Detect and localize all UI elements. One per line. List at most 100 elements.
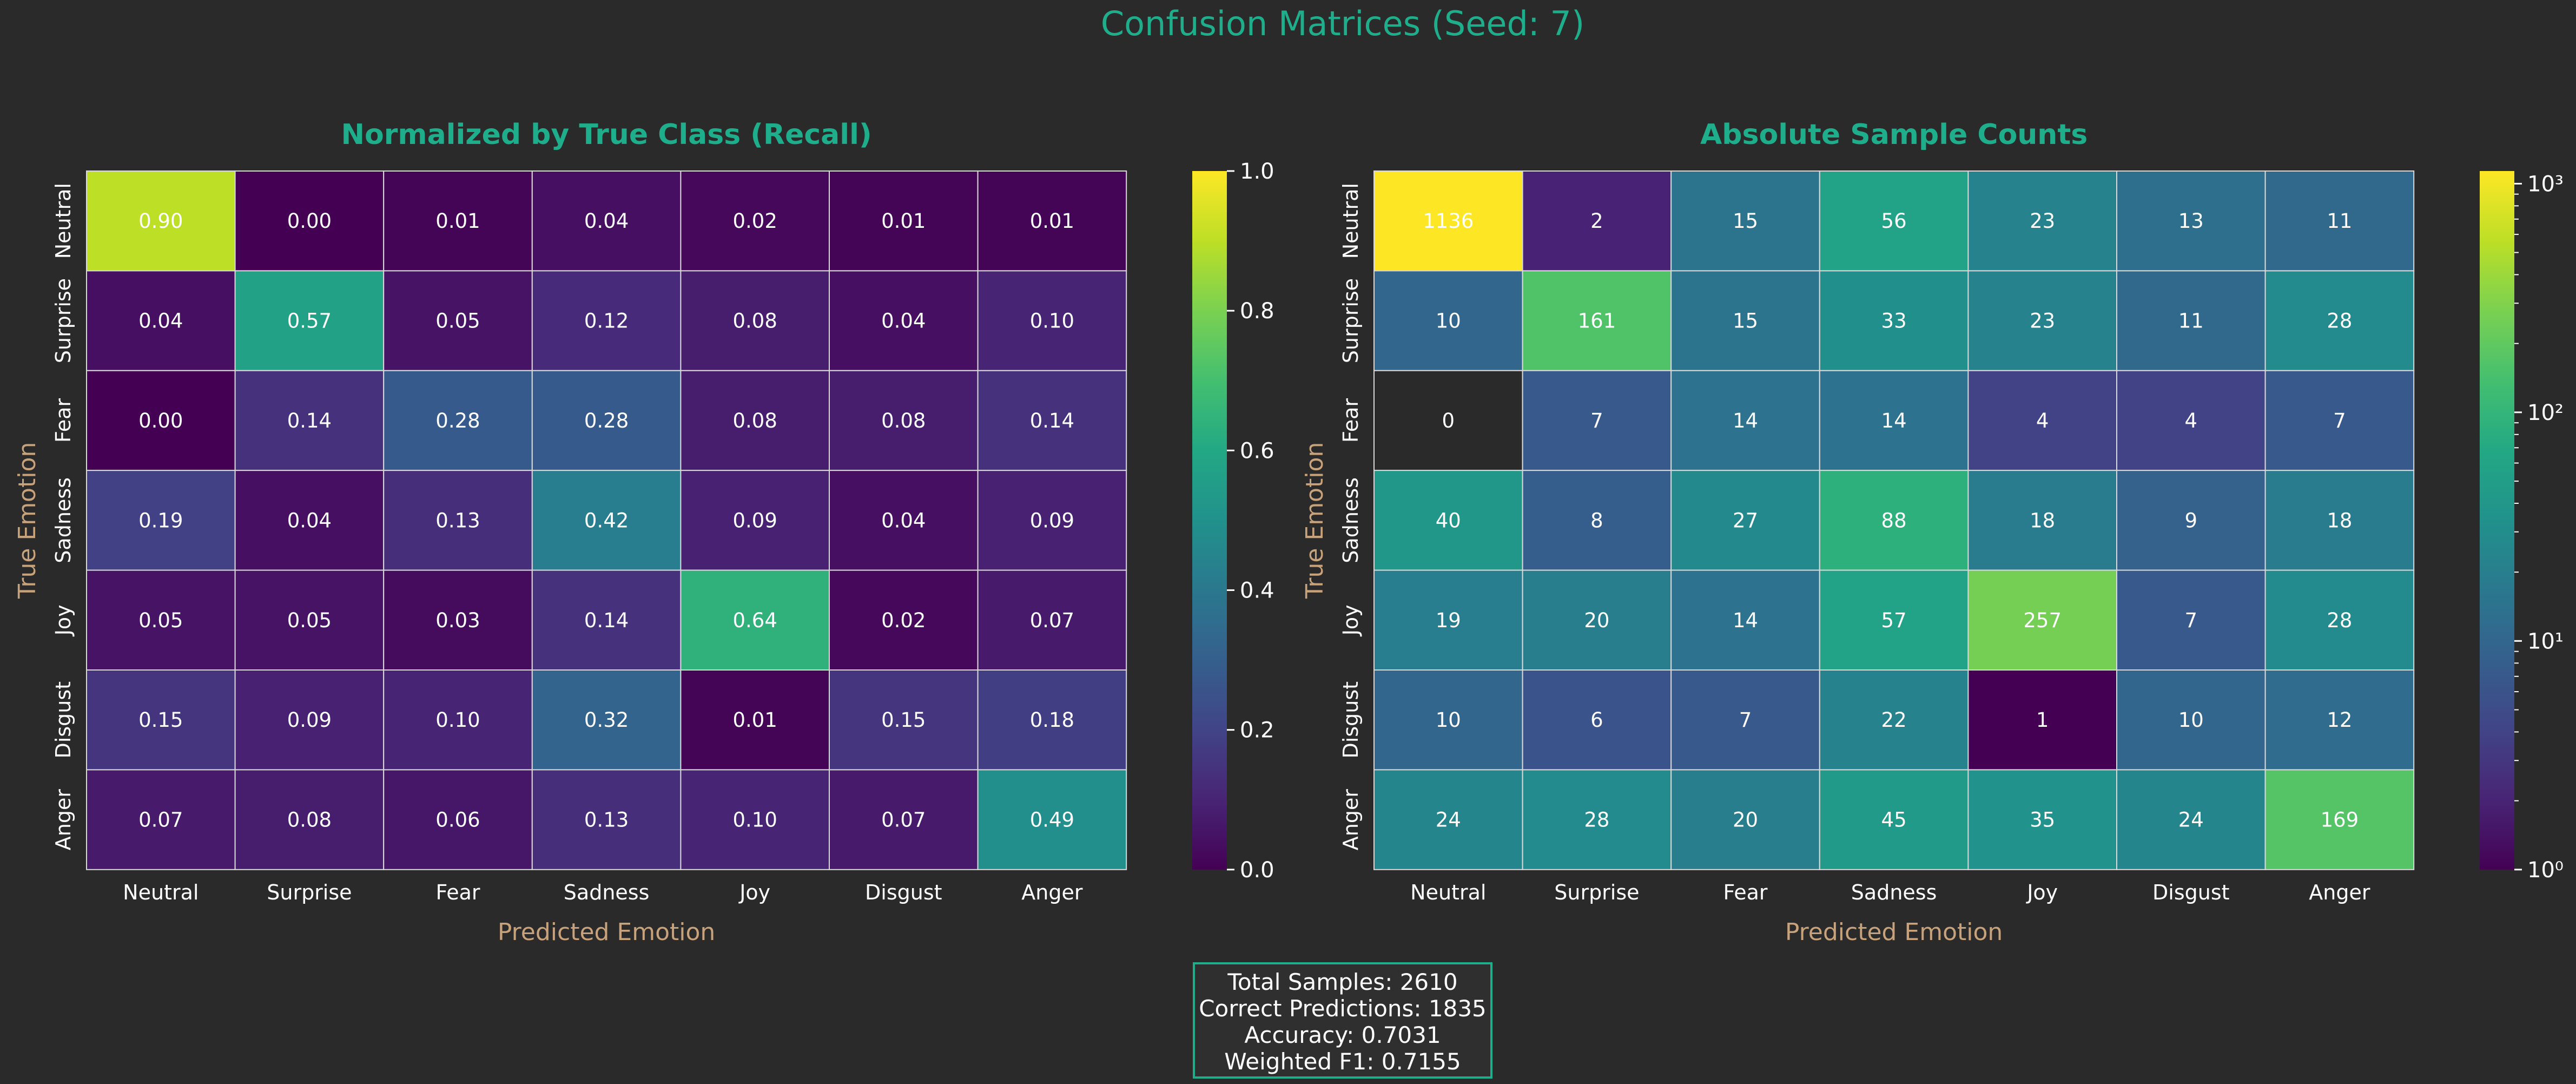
cell-value-r5-c5: 10 — [2178, 708, 2204, 732]
cell-value-r4-c1: 20 — [1584, 609, 1609, 632]
heatmap-cell-r5-c1 — [234, 669, 385, 771]
y-tick-label: Sadness — [1339, 477, 1363, 563]
y-tick-label: Surprise — [51, 278, 75, 363]
cell-value-r3-c1: 0.04 — [287, 509, 332, 532]
heatmap-cell-r6-c0 — [86, 769, 236, 870]
cell-value-r3-c3: 88 — [1881, 509, 1907, 532]
cell-value-r1-c2: 15 — [1733, 310, 1758, 333]
heatmap-cell-r3-c3 — [1819, 470, 1969, 571]
heatmap-cell-r2-c2 — [1670, 370, 1820, 471]
heatmap-cell-r2-c6 — [2264, 370, 2415, 471]
cell-value-r6-c4: 35 — [2030, 809, 2055, 832]
heatmap-cell-r1-c1 — [1522, 270, 1672, 371]
colorbar-tick-label: 10⁰ — [2527, 858, 2564, 883]
heatmap-cell-r3-c5 — [2116, 470, 2266, 571]
heatmap-cell-r0-c0 — [1373, 170, 1523, 272]
x-tick-label: Anger — [1021, 881, 1083, 904]
y-tick-label: Anger — [51, 789, 75, 851]
cell-value-r1-c6: 0.10 — [1030, 310, 1074, 333]
cell-value-r3-c4: 0.09 — [733, 509, 777, 532]
cell-value-r5-c2: 0.10 — [435, 708, 480, 732]
heatmap-cell-r3-c1 — [1522, 470, 1672, 571]
cell-value-r4-c2: 14 — [1733, 609, 1758, 632]
heatmap-cell-r3-c0 — [86, 470, 236, 571]
heatmap-cell-r3-c5 — [829, 470, 979, 571]
cell-value-r0-c4: 23 — [2030, 209, 2055, 233]
cell-value-r2-c5: 0.08 — [881, 409, 926, 432]
cell-value-r4-c6: 0.07 — [1030, 609, 1074, 632]
cell-value-r2-c0: 0.00 — [138, 409, 183, 432]
cell-value-r3-c5: 9 — [2185, 509, 2198, 532]
heatmap-cell-r2-c2 — [383, 370, 533, 471]
heatmap-cell-r2-c4 — [680, 370, 830, 471]
cell-value-r2-c4: 4 — [2036, 409, 2049, 432]
heatmap-cell-r1-c5 — [829, 270, 979, 371]
cell-value-r5-c6: 0.18 — [1030, 708, 1074, 732]
cell-value-r2-c1: 7 — [1590, 409, 1603, 432]
heatmap-cell-r5-c1 — [1522, 669, 1672, 771]
cell-value-r2-c0: 0 — [1442, 409, 1455, 432]
cell-value-r1-c0: 10 — [1436, 310, 1461, 333]
heatmap-cell-r2-c3 — [531, 370, 682, 471]
heatmap-cell-r3-c1 — [234, 470, 385, 571]
cell-value-r3-c2: 0.13 — [435, 509, 480, 532]
cell-value-r0-c4: 0.02 — [733, 209, 777, 233]
heatmap-cell-r3-c3 — [531, 470, 682, 571]
cell-value-r0-c5: 13 — [2178, 209, 2204, 233]
heatmap-cell-r4-c2 — [383, 569, 533, 671]
cell-value-r3-c0: 0.19 — [138, 509, 183, 532]
cell-value-r0-c6: 11 — [2327, 209, 2352, 233]
cell-value-r0-c0: 1136 — [1423, 209, 1474, 233]
heatmap-cell-r2-c4 — [1967, 370, 2117, 471]
y-tick-label: Sadness — [51, 477, 75, 563]
heatmap-cell-r0-c2 — [383, 170, 533, 272]
heatmap-cell-r5-c6 — [977, 669, 1127, 771]
heatmap-cell-r0-c3 — [1819, 170, 1969, 272]
heatmap-cell-r3-c0 — [1373, 470, 1523, 571]
cell-value-r1-c3: 33 — [1881, 310, 1907, 333]
cell-value-r5-c1: 0.09 — [287, 708, 332, 732]
y-tick-label: Disgust — [1339, 681, 1363, 759]
cell-value-r2-c5: 4 — [2185, 409, 2198, 432]
cell-value-r4-c4: 0.64 — [733, 609, 777, 632]
x-tick-label: Neutral — [1410, 881, 1486, 904]
cell-value-r2-c3: 0.28 — [584, 409, 629, 432]
x-tick-label: Disgust — [2152, 881, 2230, 904]
x-tick-label: Joy — [738, 881, 770, 904]
y-axis-label: True Emotion — [1301, 442, 1329, 599]
accuracy-text: Accuracy: 0.7031 — [1244, 1022, 1441, 1048]
cell-value-r6-c3: 0.13 — [584, 809, 629, 832]
cell-value-r3-c6: 0.09 — [1030, 509, 1074, 532]
heatmap-cell-r6-c5 — [829, 769, 979, 870]
heatmap-cell-r1-c0 — [1373, 270, 1523, 371]
cell-value-r2-c1: 0.14 — [287, 409, 332, 432]
cell-value-r4-c0: 0.05 — [138, 609, 183, 632]
cell-value-r2-c6: 0.14 — [1030, 409, 1074, 432]
cell-value-r2-c2: 0.28 — [435, 409, 480, 432]
heatmap-cell-r2-c5 — [829, 370, 979, 471]
x-tick-label: Disgust — [865, 881, 942, 904]
x-tick-label: Surprise — [1554, 881, 1639, 904]
x-tick-label: Neutral — [123, 881, 199, 904]
heatmap-cell-r6-c6 — [2264, 769, 2415, 870]
y-tick-label: Disgust — [51, 681, 75, 759]
heatmap-cell-r1-c0 — [86, 270, 236, 371]
colorbar-tick-label: 0.0 — [1240, 858, 1274, 883]
cell-value-r5-c0: 0.15 — [138, 708, 183, 732]
summary-stats-box: Total Samples: 2610 Correct Predictions:… — [1193, 962, 1492, 1079]
colorbar — [2480, 171, 2514, 870]
heatmap-cell-r0-c0 — [86, 170, 236, 272]
heatmap-cell-r1-c2 — [1670, 270, 1820, 371]
cell-value-r6-c6: 169 — [2321, 809, 2359, 832]
cell-value-r3-c3: 0.42 — [584, 509, 629, 532]
cell-value-r0-c5: 0.01 — [881, 209, 926, 233]
x-axis-label: Predicted Emotion — [498, 918, 715, 946]
x-tick-label: Sadness — [564, 881, 650, 904]
colorbar-tick-label: 10¹ — [2527, 629, 2564, 654]
heatmap-cell-r4-c0 — [1373, 569, 1523, 671]
colorbar-tick-label: 0.8 — [1240, 299, 1274, 324]
colorbar-tick-label: 0.6 — [1240, 438, 1274, 463]
total-samples-text: Total Samples: 2610 — [1227, 969, 1458, 995]
